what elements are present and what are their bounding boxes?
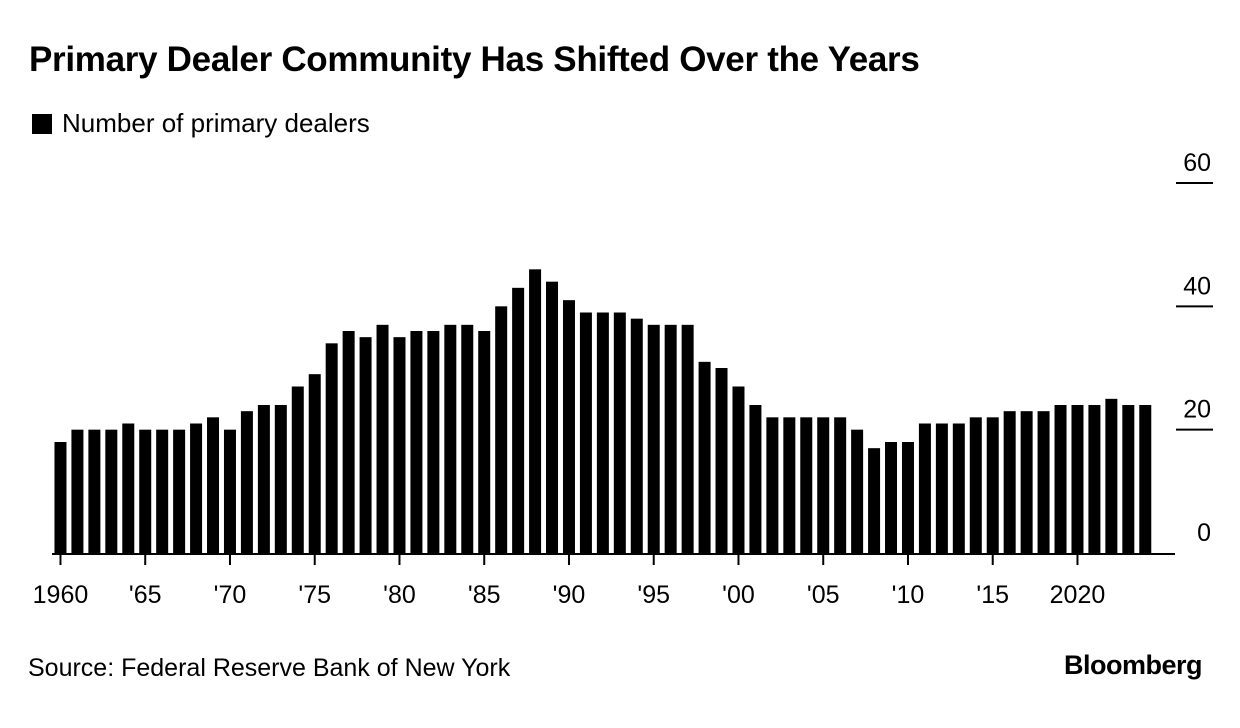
bar-1973 [274, 405, 287, 553]
bar-2007 [851, 429, 864, 553]
bar-2002 [766, 417, 779, 553]
bar-2022 [1105, 398, 1118, 553]
bar-1977 [342, 331, 355, 553]
bar-2019 [1054, 405, 1067, 553]
bar-1993 [613, 312, 626, 553]
x-tick-label: '05 [807, 581, 840, 609]
x-tick-label: '00 [722, 581, 755, 609]
bar-1995 [647, 324, 660, 553]
legend: Number of primary dealers [32, 108, 370, 139]
x-axis: 1960 '65 '70 '75 '80 '85 '90 '95 '00 '05 '10 '15 202… [33, 553, 1175, 609]
y-tick-label: 60 [1183, 149, 1211, 177]
legend-swatch [32, 113, 52, 134]
bar-1990 [562, 300, 575, 553]
bar-1998 [698, 361, 711, 553]
bloomberg-logo: Bloomberg [1063, 650, 1203, 680]
bar-2000 [732, 386, 745, 553]
bar-2014 [969, 417, 982, 553]
legend-label: Number of primary dealers [62, 108, 370, 138]
bar-1963 [105, 429, 118, 553]
bar-2003 [783, 417, 796, 553]
bar-1984 [461, 324, 474, 553]
y-axis: 0 20 40 60 [1176, 149, 1213, 547]
bar-1994 [630, 318, 643, 553]
bar-1979 [376, 324, 389, 553]
bar-2024 [1139, 405, 1152, 553]
bar-2008 [868, 448, 881, 553]
bar-1967 [173, 429, 186, 553]
bar-1997 [681, 324, 694, 553]
bar-2001 [749, 405, 762, 553]
x-tick-label: 1960 [33, 581, 89, 609]
bar-2021 [1088, 405, 1101, 553]
x-tick-label: '80 [383, 581, 416, 609]
x-tick-label: '10 [892, 581, 925, 609]
bar-1966 [156, 429, 169, 553]
x-tick-label: '65 [129, 581, 162, 609]
bar-2004 [800, 417, 813, 553]
y-tick-label: 40 [1183, 272, 1211, 300]
x-tick-label: '95 [637, 581, 670, 609]
bar-1988 [529, 269, 542, 553]
bar-2018 [1037, 411, 1050, 553]
bar-1975 [308, 374, 321, 553]
x-tick-label: '15 [976, 581, 1009, 609]
bar-1961 [71, 429, 84, 553]
bar-2006 [834, 417, 847, 553]
bar-2016 [1003, 411, 1016, 553]
y-tick-label: 20 [1183, 396, 1211, 424]
bar-2009 [885, 442, 898, 553]
x-tick-label: '90 [553, 581, 586, 609]
y-tick-label: 0 [1197, 519, 1211, 547]
bar-2017 [1020, 411, 1033, 553]
bar-2015 [986, 417, 999, 553]
bar-1978 [359, 337, 372, 553]
bar-2013 [952, 423, 965, 553]
bar-1960 [54, 442, 67, 553]
x-tick-label: 2020 [1050, 581, 1106, 609]
bar-1962 [88, 429, 101, 553]
bar-2011 [918, 423, 931, 553]
bar-1999 [715, 368, 728, 553]
bar-1964 [122, 423, 135, 553]
x-tick-label: '70 [214, 581, 247, 609]
bar-1982 [427, 331, 440, 553]
bar-1974 [291, 386, 304, 553]
bar-1969 [207, 417, 220, 553]
bar-1989 [546, 281, 559, 553]
bar-2023 [1122, 405, 1135, 553]
bar-1996 [664, 324, 677, 553]
bar-1983 [444, 324, 457, 553]
bar-1972 [257, 405, 270, 553]
bars [54, 269, 1152, 553]
bar-1981 [410, 331, 423, 553]
bar-1992 [596, 312, 609, 553]
bar-1970 [223, 429, 236, 553]
x-tick-label: '85 [468, 581, 501, 609]
source-note: Source: Federal Reserve Bank of New York [28, 654, 511, 682]
x-tick-label: '75 [298, 581, 331, 609]
bar-2020 [1071, 405, 1084, 553]
bar-1968 [190, 423, 203, 553]
bar-1985 [478, 331, 491, 553]
bar-1991 [579, 312, 592, 553]
bar-2012 [935, 423, 948, 553]
bar-1965 [139, 429, 152, 553]
bar-2010 [901, 442, 914, 553]
bar-1986 [495, 306, 508, 553]
chart-title: Primary Dealer Community Has Shifted Ove… [29, 40, 920, 79]
bar-1980 [393, 337, 406, 553]
bar-1976 [325, 343, 338, 553]
bar-1971 [240, 411, 253, 553]
bar-2005 [817, 417, 830, 553]
bar-1987 [512, 287, 525, 553]
